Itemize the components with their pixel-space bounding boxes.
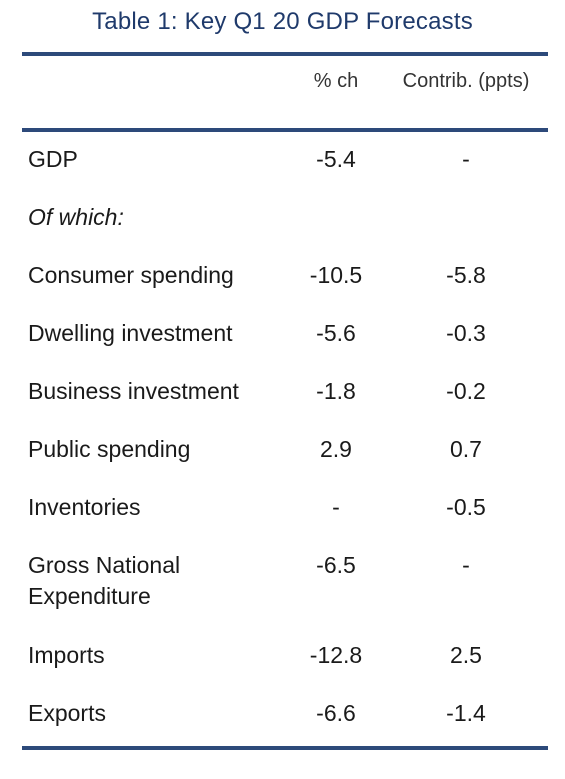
row-pct-value: -5.4 bbox=[316, 146, 356, 172]
row-label-subheading: Of which: bbox=[28, 204, 124, 230]
row-contrib-value: - bbox=[462, 146, 470, 172]
row-pct-value: -6.6 bbox=[316, 700, 356, 726]
row-pct-value: -10.5 bbox=[309, 262, 363, 288]
row-label: GDP bbox=[28, 146, 78, 172]
row-label-line-2: Expenditure bbox=[28, 583, 151, 609]
row-pct-value: -5.6 bbox=[316, 320, 356, 346]
column-header-pct: % ch bbox=[313, 70, 359, 92]
row-label: Dwelling investment bbox=[28, 320, 233, 346]
row-contrib-value: -0.3 bbox=[446, 320, 486, 346]
row-contrib-value: -1.4 bbox=[446, 700, 486, 726]
row-contrib-value: 0.7 bbox=[450, 436, 482, 462]
row-pct-value: 2.9 bbox=[320, 436, 352, 462]
row-label-line-1: Gross National bbox=[28, 552, 181, 578]
row-label: Exports bbox=[28, 700, 106, 726]
top-rule bbox=[22, 52, 548, 56]
row-label: Public spending bbox=[28, 436, 191, 462]
bottom-rule bbox=[22, 746, 548, 750]
row-contrib-value: -0.5 bbox=[446, 494, 486, 520]
row-label: Imports bbox=[28, 642, 105, 668]
row-label: Inventories bbox=[28, 494, 141, 520]
row-label: Business investment bbox=[28, 378, 239, 404]
row-label: Gross National Expenditure bbox=[28, 550, 283, 612]
row-label: Consumer spending bbox=[28, 262, 234, 288]
table-title: Table 1: Key Q1 20 GDP Forecasts bbox=[92, 8, 473, 35]
row-contrib-value: 2.5 bbox=[450, 642, 482, 668]
column-header-contrib: Contrib. (ppts) bbox=[402, 70, 530, 92]
row-pct-value: -6.5 bbox=[316, 552, 356, 578]
row-contrib-value: - bbox=[462, 552, 470, 578]
header-rule bbox=[22, 128, 548, 132]
row-contrib-value: -5.8 bbox=[446, 262, 486, 288]
row-pct-value: -12.8 bbox=[309, 642, 363, 668]
row-contrib-value: -0.2 bbox=[446, 378, 486, 404]
row-pct-value: - bbox=[332, 494, 340, 520]
row-pct-value: -1.8 bbox=[316, 378, 356, 404]
